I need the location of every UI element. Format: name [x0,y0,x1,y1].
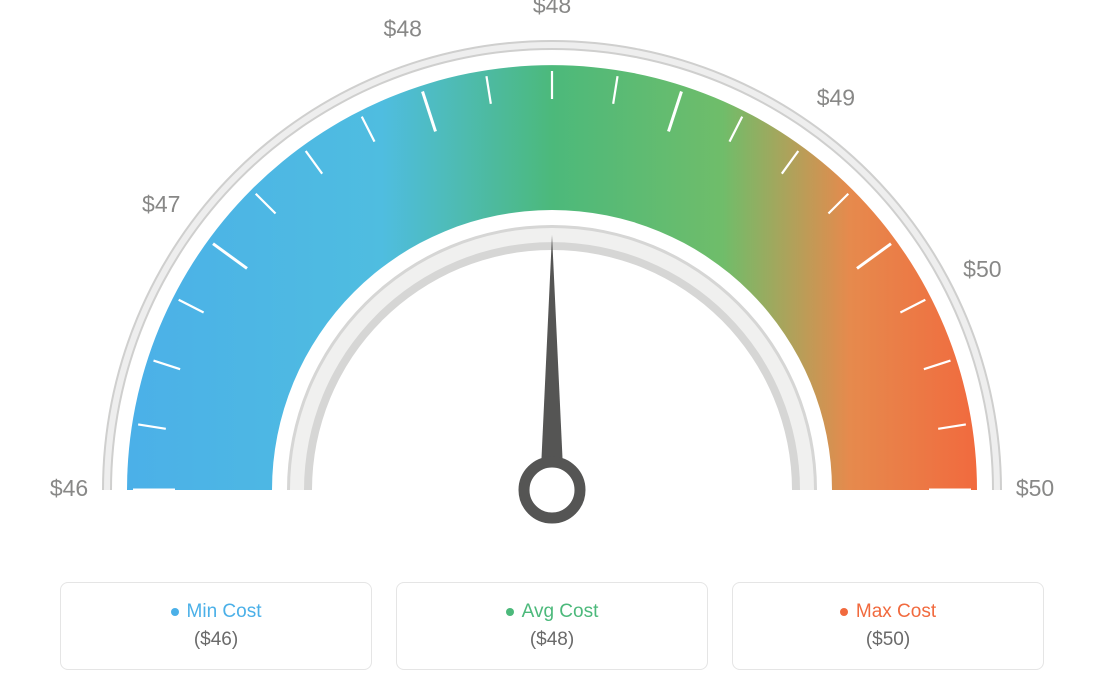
legend-value: ($48) [530,629,574,651]
legend-label: Max Cost [856,601,936,623]
gauge-chart-container: $46 $47 $48 $48 $49 $50 $50 Min Cost ($46) Avg C… [0,0,1104,690]
legend-dot [171,608,179,616]
legend-label-row: Min Cost [171,601,262,623]
legend-label-row: Max Cost [840,601,936,623]
legend-label: Avg Cost [522,601,599,623]
scale-label: $49 [817,84,855,110]
legend-row: Min Cost ($46) Avg Cost ($48) Max Cost ($50) [0,582,1104,670]
legend-card: Max Cost ($50) [732,582,1044,670]
legend-dot [506,608,514,616]
needle-hub [524,462,580,518]
legend-label: Min Cost [187,601,262,623]
legend-card: Min Cost ($46) [60,582,372,670]
scale-label: $48 [533,0,571,18]
scale-label: $50 [1016,475,1054,501]
gauge-area: $46 $47 $48 $48 $49 $50 $50 [0,0,1104,560]
legend-label-row: Avg Cost [506,601,599,623]
legend-value: ($46) [194,629,238,651]
needle [540,235,564,490]
gauge-svg: $46 $47 $48 $48 $49 $50 $50 [0,0,1104,560]
legend-dot [840,608,848,616]
scale-label: $46 [50,475,88,501]
scale-label: $48 [384,16,422,42]
legend-value: ($50) [866,629,910,651]
scale-label: $47 [142,191,180,217]
scale-label: $50 [963,256,1001,282]
legend-card: Avg Cost ($48) [396,582,708,670]
